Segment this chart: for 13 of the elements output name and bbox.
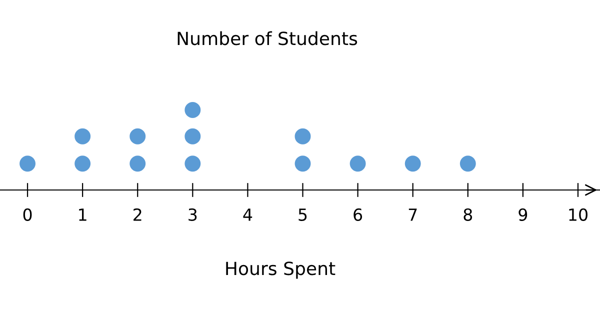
x-tick-label: 4 bbox=[243, 208, 252, 221]
x-tick-label: 8 bbox=[464, 208, 472, 221]
x-tick-label: 9 bbox=[518, 208, 528, 221]
x-tick-label: 10 bbox=[569, 208, 588, 221]
x-tick-label: 6 bbox=[354, 208, 362, 221]
x-tick-label: 2 bbox=[134, 208, 142, 221]
chart-title: Number of Students bbox=[178, 31, 358, 46]
x-tick-label: 3 bbox=[188, 208, 197, 221]
x-tick-label: 5 bbox=[298, 208, 307, 221]
x-tick-label: 0 bbox=[23, 208, 32, 221]
x-axis-title: Hours Spent bbox=[226, 262, 336, 279]
x-tick-label: 1 bbox=[79, 208, 86, 221]
x-tick-label: 7 bbox=[408, 208, 417, 221]
